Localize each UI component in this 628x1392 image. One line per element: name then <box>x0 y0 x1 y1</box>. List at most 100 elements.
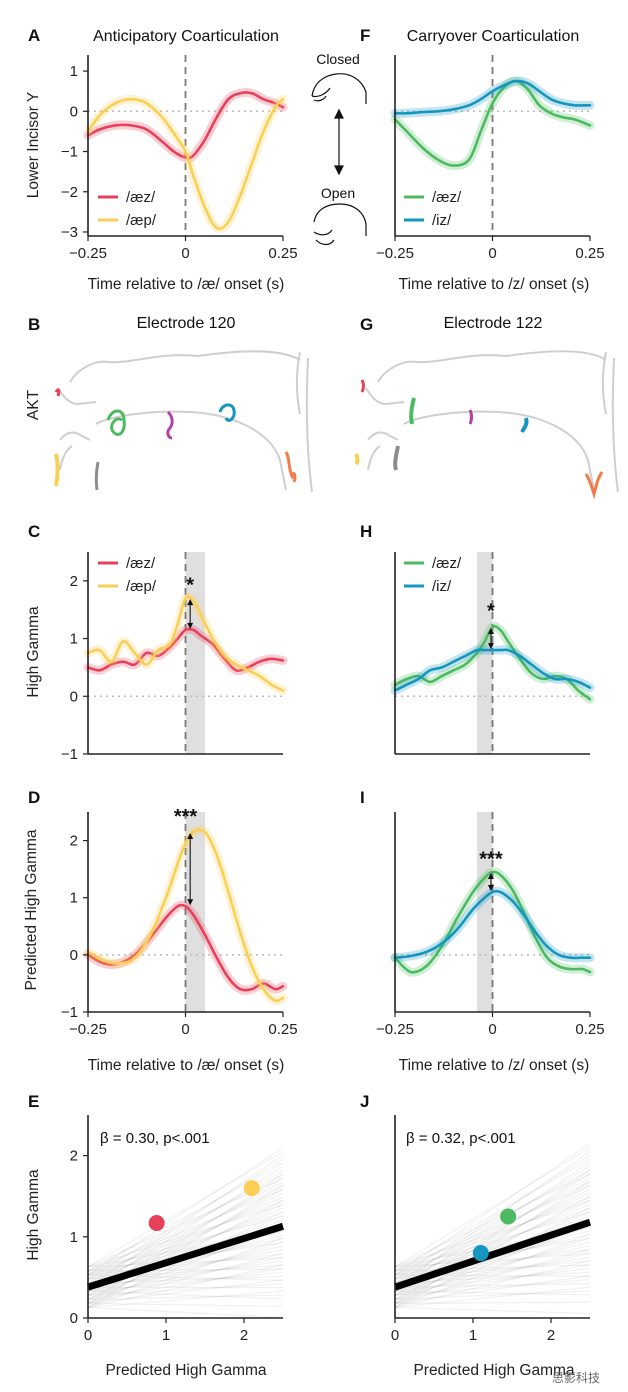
bootstrap-line <box>394 1290 591 1296</box>
trace-tongue-back-right <box>520 417 529 433</box>
bootstrap-line <box>87 1275 284 1284</box>
legend-label: /æz/ <box>432 189 462 206</box>
panel-letter-a: A <box>28 26 40 45</box>
trace-lip-lower-left <box>54 453 60 487</box>
bootstrap-line <box>394 1181 591 1280</box>
data-point-green <box>500 1208 517 1225</box>
bootstrap-line <box>394 1173 591 1268</box>
bootstrap-line <box>87 1271 284 1292</box>
x-tick-label: 0.25 <box>575 1021 604 1038</box>
title-carryover: Carryover Coarticulation <box>407 28 580 45</box>
x-tick-label: 0 <box>391 1327 399 1344</box>
ylabel-lower-incisor: Lower Incisor Y <box>25 92 42 199</box>
bootstrap-line <box>394 1165 591 1284</box>
y-tick-label: −1 <box>61 746 78 763</box>
significance-stars: * <box>186 575 194 597</box>
bootstrap-line <box>87 1241 284 1300</box>
xlabel-i: Time relative to /z/ onset (s) <box>399 1057 590 1074</box>
chart-panel-a: /æz/ /æp/ −0.25 0 0.25 1 0 −1 −2 −3 <box>61 55 298 262</box>
significance-stars: *** <box>174 806 198 828</box>
bootstrap-line <box>394 1143 591 1276</box>
jaw-schematic: Closed Open <box>311 51 367 246</box>
y-tick-label: −1 <box>61 144 78 161</box>
y-tick-label: 0 <box>70 103 78 120</box>
bootstrap-line <box>87 1215 284 1272</box>
series-line-red <box>86 91 285 160</box>
trace-jaw-left <box>94 461 100 491</box>
bootstrap-line <box>394 1271 591 1284</box>
ylabel-high-gamma-e: High Gamma <box>25 1169 42 1261</box>
ylabel-akt: AKT <box>25 389 42 420</box>
jaw-open-label: Open <box>321 185 355 201</box>
bootstrap-line <box>87 1154 284 1288</box>
jaw-closed-icon <box>311 73 367 104</box>
bootstrap-line <box>394 1253 591 1268</box>
bootstrap-line <box>394 1184 591 1300</box>
series-line-green <box>393 870 592 974</box>
legend-label: /æz/ <box>432 555 462 572</box>
bootstrap-line <box>87 1290 284 1300</box>
regression-line <box>393 1218 592 1291</box>
x-tick-label: 0 <box>488 1021 496 1038</box>
bootstrap-line <box>394 1150 591 1288</box>
chart-panel-f: /æz/ /iz/ −0.25 0 0.25 <box>376 55 605 262</box>
bootstrap-line <box>394 1147 591 1268</box>
bootstrap-line <box>394 1169 591 1276</box>
y-tick-label: 1 <box>70 631 78 648</box>
x-tick-label: 1 <box>469 1327 477 1344</box>
charts-layer: /æz/ /æp/ −0.25 0 0.25 1 0 −1 −2 −3/æz/ /iz/ −0.25 0… <box>61 55 605 1344</box>
sig-arrowhead-top <box>187 599 194 606</box>
series-line-blue <box>393 889 592 960</box>
bootstrap-line <box>394 1195 591 1304</box>
xlabel-e: Predicted High Gamma <box>105 1362 266 1379</box>
bootstrap-line <box>87 1306 284 1319</box>
panel-letter-f: F <box>360 26 370 45</box>
jaw-closed-label: Closed <box>316 51 360 67</box>
bootstrap-line <box>87 1290 284 1309</box>
legend-label: /æz/ <box>126 189 156 206</box>
y-tick-label: −2 <box>61 184 78 201</box>
bootstrap-line <box>87 1237 284 1309</box>
bootstrap-line <box>87 1279 284 1304</box>
bootstrap-line <box>87 1260 284 1288</box>
panel-letter-i: I <box>360 788 365 807</box>
bootstrap-line <box>394 1184 591 1272</box>
bootstrap-line <box>87 1245 284 1292</box>
bootstrap-line <box>87 1257 284 1268</box>
trace-larynx-left <box>284 451 297 483</box>
bootstrap-line <box>394 1259 591 1309</box>
bootstrap-line <box>394 1169 591 1304</box>
x-tick-label: −0.25 <box>69 1021 107 1038</box>
legend-label: /iz/ <box>432 578 452 595</box>
bootstrap-line <box>394 1249 591 1276</box>
bootstrap-line <box>394 1207 591 1280</box>
trace-larynx-right <box>584 471 604 500</box>
panel-letter-b: B <box>28 315 40 334</box>
series-line-red <box>86 627 285 672</box>
bootstrap-line <box>394 1252 591 1296</box>
akt-schematic-right <box>365 350 619 493</box>
trace-lip-upper-left <box>54 388 61 397</box>
jaw-open-icon <box>313 203 367 246</box>
stat-e: β = 0.30, p<.001 <box>100 1130 210 1147</box>
bootstrap-line <box>87 1181 284 1288</box>
y-tick-label: 1 <box>70 63 78 80</box>
bootstrap-line <box>87 1147 284 1276</box>
sig-arrowhead-bottom <box>187 899 194 906</box>
x-tick-label: −0.25 <box>376 1021 414 1038</box>
series-line-green <box>393 79 592 167</box>
trace-tongue-tip-right <box>409 397 416 425</box>
bootstrap-line <box>87 1252 284 1304</box>
series-line-blue <box>393 79 592 115</box>
y-tick-label: 0 <box>70 947 78 964</box>
bootstrap-line <box>394 1226 591 1296</box>
x-tick-label: 0 <box>181 1021 189 1038</box>
shade-window <box>476 812 493 1012</box>
significance-stars: *** <box>479 849 503 871</box>
bootstrap-line <box>394 1286 591 1309</box>
bootstrap-line <box>87 1211 284 1280</box>
bootstrap-line <box>394 1283 591 1288</box>
legend-label: /æz/ <box>126 555 156 572</box>
watermark: 思影科技 <box>552 1371 600 1385</box>
